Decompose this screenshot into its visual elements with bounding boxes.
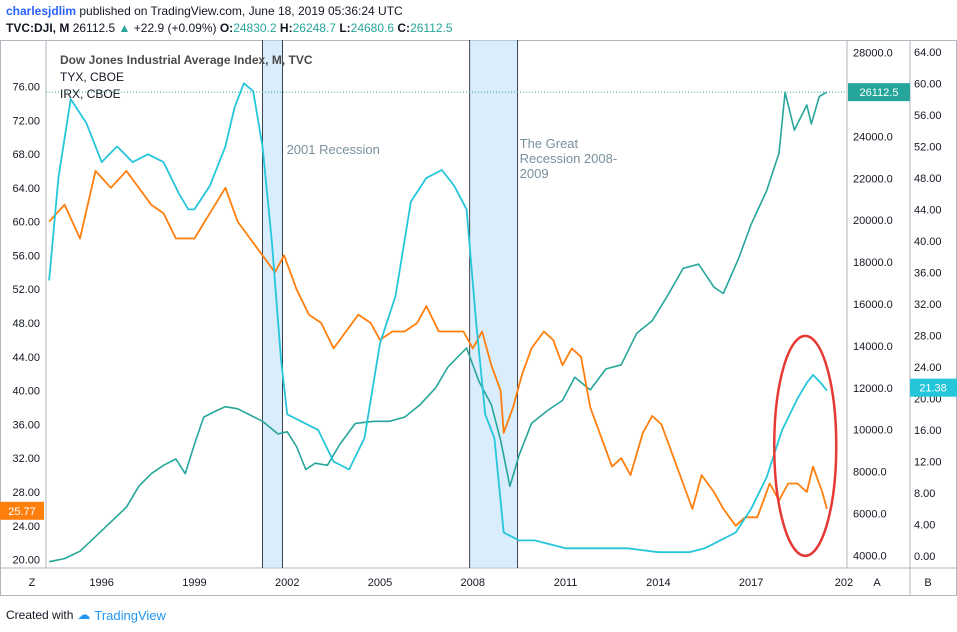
close-label: C: — [397, 21, 411, 35]
dji-tick-label: 16000.0 — [853, 299, 893, 311]
dji-tick-label: 20000.0 — [853, 215, 893, 227]
high-label: H: — [279, 21, 293, 35]
price-value: 26112.5 — [72, 21, 116, 35]
publish-info: published on TradingView.com, June 18, 2… — [79, 4, 403, 18]
right-tick-label: 4.00 — [914, 520, 935, 532]
tyx-price-badge — [0, 501, 44, 520]
right-tick-label: 48.00 — [914, 173, 942, 185]
dji-line — [48, 91, 828, 563]
footer: Created with ☁ TradingView — [6, 607, 166, 623]
dji-tick-label: 24000.0 — [853, 131, 893, 143]
high-value: 26248.7 — [292, 21, 336, 35]
irx-price-badge — [910, 378, 957, 397]
low-label: L: — [339, 21, 351, 35]
dji-tick-label: 6000.0 — [853, 509, 887, 521]
x-tick-label: 202 — [835, 577, 853, 589]
right-tick-label: 24.00 — [914, 362, 942, 374]
change-value: +22.9 (+0.09%) — [133, 21, 217, 35]
right-tick-label: 32.00 — [914, 299, 942, 311]
irx-line — [48, 82, 828, 554]
dji-tick-label: 14000.0 — [853, 341, 893, 353]
right-tick-label: 40.00 — [914, 236, 942, 248]
left-tick-label: 24.00 — [12, 521, 40, 533]
left-tick-label: 68.00 — [12, 149, 40, 161]
x-tick-label: 2017 — [739, 577, 763, 589]
left-tick-label: 36.00 — [12, 419, 40, 431]
chart-frame: 20.00 24.00 28.00 32.00 36.00 40.00 44.00 48.00… — [0, 40, 957, 596]
right-tick-label: 28.00 — [914, 331, 942, 343]
right-tick-label: 52.00 — [914, 141, 942, 153]
low-value: 24680.6 — [350, 21, 395, 35]
right-tick-label: 44.00 — [914, 204, 942, 216]
right-tick-label: 12.00 — [914, 457, 942, 469]
annotation-2008: The Great Recession 2008-2009 — [520, 136, 618, 181]
right-tick-label: 60.00 — [914, 78, 942, 90]
dji-price-badge — [848, 83, 910, 102]
legend-entry: TYX, CBOE — [60, 70, 124, 84]
chart-title: Dow Jones Industrial Average Index, M, T… — [60, 53, 313, 67]
dji-price-badge-label: 26112.5 — [860, 87, 899, 99]
left-tick-label: 44.00 — [12, 352, 40, 364]
left-tick-label: 48.00 — [12, 318, 40, 330]
log-scale-button[interactable]: B — [924, 577, 931, 589]
right-tick-label: 36.00 — [914, 267, 942, 279]
dji-tick-label: 28000.0 — [853, 48, 893, 60]
right-tick-label: 56.00 — [914, 110, 942, 122]
x-tick-label: 2002 — [275, 577, 299, 589]
left-tick-label: 32.00 — [12, 453, 40, 465]
right-tick-label: 16.00 — [914, 425, 942, 437]
recession-band — [262, 40, 283, 568]
dji-tick-label: 8000.0 — [853, 467, 887, 479]
left-tick-label: 72.00 — [12, 115, 40, 127]
irx-price-badge-label: 21.38 — [919, 383, 947, 395]
left-tick-label: 60.00 — [12, 217, 40, 229]
x-tick-label: 2008 — [461, 577, 485, 589]
legend-entry: IRX, CBOE — [60, 87, 121, 101]
created-with-label: Created with — [6, 608, 74, 622]
left-tick-label: 64.00 — [12, 183, 40, 195]
tradingview-cloud-icon: ☁ — [77, 607, 91, 622]
left-tick-label: 40.00 — [12, 386, 40, 398]
recession-band — [469, 40, 518, 568]
x-tick-label: 1996 — [89, 577, 113, 589]
annotation-line: Recession 2008- — [520, 151, 618, 166]
dji-tick-label: 4000.0 — [853, 550, 887, 562]
annotation-line: 2009 — [520, 166, 549, 181]
x-tick-label: 1999 — [182, 577, 206, 589]
left-tick-label: 76.00 — [12, 81, 40, 93]
author-link[interactable]: charlesjdlim — [6, 4, 77, 18]
up-arrow-icon: ▲ — [118, 21, 131, 35]
tyx-line — [48, 169, 828, 527]
dji-tick-label: 10000.0 — [853, 425, 893, 437]
dji-tick-label: 22000.0 — [853, 173, 893, 185]
zoom-button[interactable]: Z — [29, 577, 36, 589]
annotation-2001: 2001 Recession — [287, 142, 380, 157]
left-tick-label: 20.00 — [12, 555, 40, 567]
right-tick-label: 0.00 — [914, 551, 935, 563]
close-value: 26112.5 — [410, 21, 453, 35]
right-tick-label: 64.00 — [914, 47, 942, 59]
right-tick-label: 8.00 — [914, 488, 935, 500]
highlight-ellipse — [772, 334, 838, 558]
x-tick-label: 2014 — [646, 577, 670, 589]
tradingview-brand[interactable]: TradingView — [94, 607, 166, 623]
open-value: 24830.2 — [233, 21, 277, 35]
open-label: O: — [219, 21, 234, 35]
annotation-line: The Great — [520, 136, 579, 151]
dji-tick-label: 12000.0 — [853, 383, 893, 395]
dji-tick-label: 18000.0 — [853, 257, 893, 269]
publish-line: charlesjdlim published on TradingView.co… — [6, 4, 403, 18]
left-tick-label: 28.00 — [12, 487, 40, 499]
chart-canvas[interactable]: 20.00 24.00 28.00 32.00 36.00 40.00 44.00 48.00… — [0, 40, 957, 596]
auto-scale-button[interactable]: A — [873, 577, 881, 589]
symbol-label: TVC:DJI, M — [6, 21, 70, 35]
x-tick-label: 2005 — [368, 577, 392, 589]
tyx-price-badge-label: 25.77 — [8, 506, 36, 518]
left-tick-label: 56.00 — [12, 250, 40, 262]
left-tick-label: 52.00 — [12, 284, 40, 296]
ohlc-line: TVC:DJI, M 26112.5 ▲ +22.9 (+0.09%) O:24… — [6, 21, 453, 35]
x-tick-label: 2011 — [554, 577, 578, 589]
